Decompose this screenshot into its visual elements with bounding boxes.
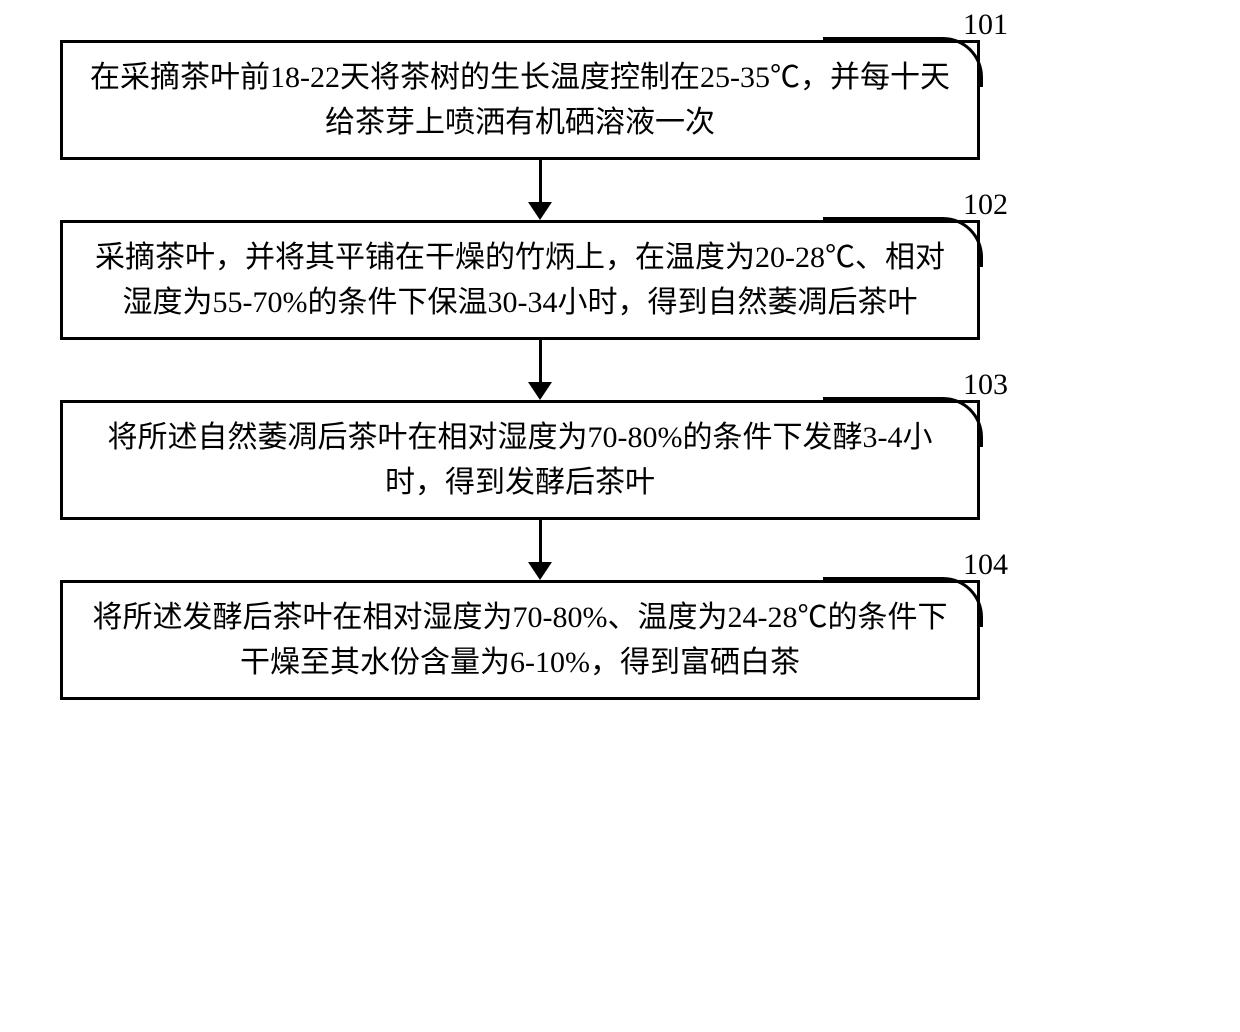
step-wrapper-103: 103 将所述自然萎凋后茶叶在相对湿度为70-80%的条件下发酵3-4小时，得到… (60, 400, 1020, 520)
step-box-103: 将所述自然萎凋后茶叶在相对湿度为70-80%的条件下发酵3-4小时，得到发酵后茶… (60, 400, 980, 520)
flowchart-container: 101 在采摘茶叶前18-22天将茶树的生长温度控制在25-35℃，并每十天给茶… (60, 40, 1020, 700)
step-text-104: 将所述发酵后茶叶在相对湿度为70-80%、温度为24-28℃的条件下干燥至其水份… (93, 601, 948, 679)
step-text-103: 将所述自然萎凋后茶叶在相对湿度为70-80%的条件下发酵3-4小时，得到发酵后茶… (108, 421, 933, 499)
arrow-102-103 (80, 340, 1000, 400)
step-wrapper-102: 102 采摘茶叶，并将其平铺在干燥的竹炳上，在温度为20-28℃、相对湿度为55… (60, 220, 1020, 340)
arrow-line-icon (539, 160, 542, 202)
corner-bracket-icon (823, 397, 983, 447)
step-box-104: 将所述发酵后茶叶在相对湿度为70-80%、温度为24-28℃的条件下干燥至其水份… (60, 580, 980, 700)
step-label-102: 102 (963, 188, 1008, 222)
corner-bracket-icon (823, 37, 983, 87)
arrow-103-104 (80, 520, 1000, 580)
arrow-line-icon (539, 340, 542, 382)
arrow-head-icon (528, 562, 552, 580)
step-text-101: 在采摘茶叶前18-22天将茶树的生长温度控制在25-35℃，并每十天给茶芽上喷洒… (90, 61, 950, 139)
step-box-101: 在采摘茶叶前18-22天将茶树的生长温度控制在25-35℃，并每十天给茶芽上喷洒… (60, 40, 980, 160)
step-label-103: 103 (963, 368, 1008, 402)
step-text-102: 采摘茶叶，并将其平铺在干燥的竹炳上，在温度为20-28℃、相对湿度为55-70%… (95, 241, 945, 319)
arrow-101-102 (80, 160, 1000, 220)
step-box-102: 采摘茶叶，并将其平铺在干燥的竹炳上，在温度为20-28℃、相对湿度为55-70%… (60, 220, 980, 340)
arrow-head-icon (528, 202, 552, 220)
corner-bracket-icon (823, 577, 983, 627)
corner-bracket-icon (823, 217, 983, 267)
arrow-head-icon (528, 382, 552, 400)
step-label-104: 104 (963, 548, 1008, 582)
step-wrapper-101: 101 在采摘茶叶前18-22天将茶树的生长温度控制在25-35℃，并每十天给茶… (60, 40, 1020, 160)
step-label-101: 101 (963, 8, 1008, 42)
step-wrapper-104: 104 将所述发酵后茶叶在相对湿度为70-80%、温度为24-28℃的条件下干燥… (60, 580, 1020, 700)
arrow-line-icon (539, 520, 542, 562)
